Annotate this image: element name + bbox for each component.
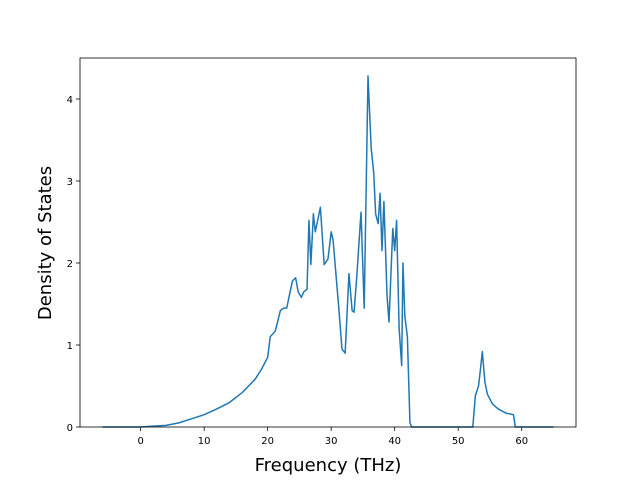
x-tick-label: 20 <box>261 436 274 447</box>
y-tick-label: 1 <box>67 341 73 352</box>
x-tick-label: 60 <box>515 436 528 447</box>
y-tick-label: 3 <box>67 177 73 188</box>
line <box>102 75 554 428</box>
plot-frame <box>79 57 577 428</box>
x-tick-label: 30 <box>325 436 338 447</box>
y-tick-label: 0 <box>67 423 73 434</box>
y-axis-label: Density of States <box>35 166 56 320</box>
y-tick-label: 2 <box>67 259 73 270</box>
x-axis-label: Frequency (THz) <box>255 455 402 476</box>
x-tick-label: 40 <box>388 436 401 447</box>
x-tick-label: 0 <box>137 436 143 447</box>
x-tick-label: 10 <box>198 436 211 447</box>
y-tick-label: 4 <box>67 95 73 106</box>
x-tick-label: 50 <box>452 436 465 447</box>
